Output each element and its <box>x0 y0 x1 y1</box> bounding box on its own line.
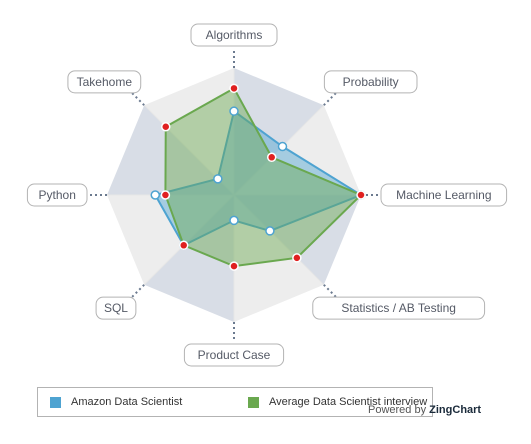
legend-swatch-amazon <box>50 396 61 408</box>
credit-brand: ZingChart <box>429 404 482 416</box>
axis-spoke-3 <box>233 194 325 286</box>
axis-label-box-6 <box>26 183 88 207</box>
series-1-point-5 <box>178 240 189 251</box>
radar-band-5 <box>107 195 234 285</box>
axis-label-box-1 <box>323 70 418 94</box>
series-1-point-0 <box>229 83 239 94</box>
radar-band-7 <box>144 68 234 195</box>
axis-label-1: Probability <box>343 75 399 89</box>
legend-swatch-average <box>248 396 259 408</box>
axis-label-box-4 <box>183 343 285 367</box>
series-1-point-7 <box>161 122 171 132</box>
axis-spoke-1 <box>233 104 325 196</box>
axis-spoke-5 <box>143 194 235 286</box>
legend-item-average[interactable]: Average Data Scientist interview <box>248 396 427 408</box>
axis-tick-1 <box>323 90 339 106</box>
legend-item-amazon[interactable]: Amazon Data Scientist <box>50 396 182 408</box>
radar-band-2 <box>234 195 361 285</box>
radar-band-1 <box>234 105 361 195</box>
powered-by-credit[interactable]: Powered by ZingChart <box>368 404 481 416</box>
series-0-point-0 <box>229 106 239 116</box>
series-1-point-4 <box>229 261 239 271</box>
axis-label-0: Algorithms <box>206 28 263 42</box>
series-1-point-2 <box>356 190 366 200</box>
axis-label-7: Takehome <box>77 75 133 89</box>
axis-label-box-3 <box>312 296 486 320</box>
legend-label-average: Average Data Scientist interview <box>269 396 428 408</box>
radar-band-6 <box>107 105 234 195</box>
series-0-point-4 <box>229 215 239 226</box>
series-1-point-1 <box>266 152 277 163</box>
axis-label-2: Machine Learning <box>396 188 491 202</box>
legend-label-amazon: Amazon Data Scientist <box>71 396 183 408</box>
radar-band-4 <box>144 195 234 322</box>
axis-label-3: Statistics / AB Testing <box>341 301 456 315</box>
series-0-point-7 <box>213 174 223 184</box>
series-0-point-1 <box>277 141 288 152</box>
radar-band-0 <box>234 68 324 195</box>
series-0-point-6 <box>150 190 161 200</box>
axis-tick-3 <box>323 284 339 300</box>
axis-label-box-0 <box>190 23 278 47</box>
axis-label-box-2 <box>380 183 508 207</box>
axis-label-4: Product Case <box>198 348 271 362</box>
axis-tick-5 <box>129 284 145 300</box>
axis-label-box-5 <box>95 296 137 320</box>
series-0-point-3 <box>265 226 275 236</box>
axis-label-6: Python <box>39 188 76 202</box>
legend: Amazon Data Scientist Average Data Scien… <box>37 387 433 417</box>
axis-tick-7 <box>129 90 145 106</box>
series-1-point-3 <box>292 253 302 263</box>
axis-label-5: SQL <box>104 301 128 315</box>
series-1-point-6 <box>160 190 171 200</box>
axis-label-box-7 <box>67 70 142 94</box>
credit-prefix: Powered by <box>368 404 427 416</box>
